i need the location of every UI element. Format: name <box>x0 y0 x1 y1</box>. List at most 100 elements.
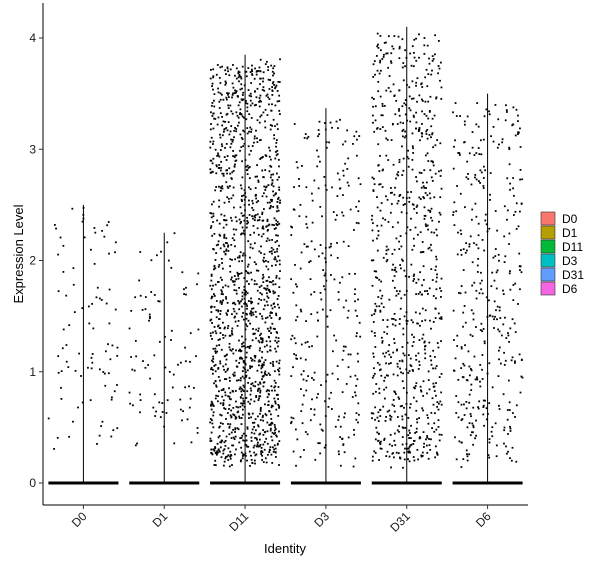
data-point <box>402 62 405 64</box>
data-point <box>129 402 132 405</box>
data-point <box>272 185 275 188</box>
data-point <box>418 94 421 97</box>
data-point <box>385 137 388 140</box>
data-point <box>374 452 377 454</box>
data-point <box>479 364 482 366</box>
data-point <box>290 338 293 341</box>
data-point <box>217 185 220 188</box>
data-point <box>404 275 407 278</box>
data-point <box>245 351 248 354</box>
data-point <box>254 354 257 357</box>
data-point <box>258 298 260 300</box>
data-point <box>425 68 428 71</box>
data-point <box>238 256 241 259</box>
data-point <box>240 349 243 352</box>
data-point <box>427 209 430 212</box>
data-point <box>246 307 248 310</box>
data-point <box>53 447 55 450</box>
data-point <box>317 129 320 131</box>
data-point <box>395 270 398 273</box>
data-point <box>82 217 85 220</box>
data-point <box>226 155 229 157</box>
data-point <box>319 423 322 426</box>
data-point <box>374 276 377 279</box>
data-point <box>225 223 228 226</box>
data-point <box>376 206 379 209</box>
data-point <box>460 466 463 468</box>
data-point <box>220 414 223 417</box>
data-point <box>65 360 68 363</box>
data-point <box>420 455 423 458</box>
data-point <box>412 370 414 372</box>
data-point <box>402 327 405 330</box>
data-point <box>342 306 345 309</box>
data-point <box>408 200 411 203</box>
data-point <box>78 352 81 355</box>
data-point <box>460 441 463 444</box>
data-point <box>397 292 400 295</box>
data-point <box>402 466 404 469</box>
data-point <box>228 426 231 429</box>
data-point <box>418 129 420 132</box>
data-point <box>239 206 242 209</box>
data-point <box>254 310 257 313</box>
data-point <box>373 450 376 453</box>
data-point <box>346 316 349 319</box>
data-point <box>372 63 375 66</box>
data-point <box>250 454 252 457</box>
data-point <box>229 172 232 175</box>
data-point <box>293 123 296 125</box>
data-point <box>468 243 471 246</box>
data-point <box>223 368 225 371</box>
data-point <box>480 271 482 274</box>
data-point <box>270 385 273 388</box>
data-point <box>218 205 220 208</box>
data-point <box>256 119 259 122</box>
data-point <box>232 138 234 141</box>
data-point <box>333 278 336 281</box>
data-point <box>349 375 352 378</box>
data-point <box>423 340 426 343</box>
data-point <box>436 452 439 455</box>
data-point <box>479 385 482 388</box>
data-point <box>293 337 296 340</box>
data-point <box>279 113 281 115</box>
data-point <box>225 159 228 161</box>
data-point <box>402 128 405 131</box>
data-point <box>274 151 277 153</box>
data-point <box>223 327 226 330</box>
data-point <box>232 155 234 158</box>
data-point <box>438 317 441 320</box>
data-point <box>233 280 236 283</box>
data-point <box>170 329 173 332</box>
data-point <box>294 263 296 266</box>
data-point <box>275 227 277 230</box>
data-point <box>335 339 338 342</box>
data-point <box>462 376 465 379</box>
data-point <box>396 202 399 205</box>
data-point <box>406 341 409 344</box>
data-point <box>81 220 84 223</box>
data-point <box>257 445 260 448</box>
data-point <box>215 186 218 188</box>
data-point <box>460 346 463 348</box>
data-point <box>101 229 104 232</box>
data-point <box>416 77 419 80</box>
violin-group-d1 <box>128 232 200 485</box>
data-point <box>227 367 229 370</box>
data-point <box>299 308 302 311</box>
data-point <box>462 362 465 365</box>
data-point <box>230 138 233 141</box>
data-point <box>262 276 265 279</box>
data-point <box>399 405 402 408</box>
data-point <box>238 362 241 364</box>
data-point <box>81 307 84 310</box>
data-point <box>490 430 493 433</box>
data-point <box>275 394 278 396</box>
data-point <box>248 283 250 285</box>
data-point <box>274 400 277 403</box>
data-point <box>240 387 243 390</box>
data-point <box>415 111 418 114</box>
data-point <box>184 386 187 389</box>
data-point <box>246 132 249 135</box>
